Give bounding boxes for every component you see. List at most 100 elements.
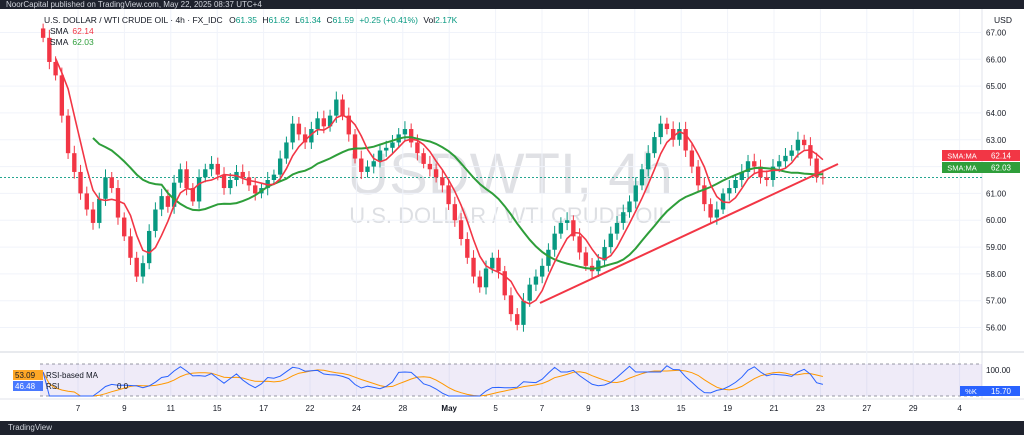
candle-body (277, 158, 283, 175)
candle-body (359, 158, 364, 172)
candle-body (371, 161, 376, 167)
candle-body (128, 236, 133, 258)
legend-title: U.S. DOLLAR / WTI CRUDE OIL · 4h · FX_ID… (44, 15, 223, 25)
rsi-zero-marks: 0 0 (117, 382, 129, 391)
footer-bar: TradingView (0, 421, 1024, 435)
candle-body (327, 115, 333, 127)
candle-body (508, 295, 514, 315)
candle-body (633, 185, 638, 202)
candle-body (471, 257, 476, 277)
rsi-k-badge-value: 15.70 (991, 387, 1012, 396)
candle-body (334, 99, 339, 116)
candle-body (714, 209, 720, 218)
candle-body (483, 268, 489, 288)
time-tick-label: 7 (540, 404, 545, 413)
rsi-label-2: RSI (46, 382, 59, 391)
candle-body (408, 129, 414, 143)
candle-body (527, 284, 532, 301)
price-tick-label: 65.00 (986, 82, 1007, 91)
candle-body (801, 139, 807, 146)
candle-body (452, 204, 458, 221)
time-tick-label: 5 (493, 404, 498, 413)
candle-body (621, 212, 626, 223)
rsi-level-100: 100.00 (986, 366, 1011, 375)
candle-body (97, 198, 102, 223)
candle-body (583, 252, 589, 266)
legend-close: 61.59 (333, 15, 355, 25)
time-tick-label: 27 (862, 404, 871, 413)
candle-body (346, 115, 351, 135)
candle-body (146, 230, 152, 264)
candle-body (40, 28, 46, 38)
candle-body (739, 171, 744, 180)
candle-body (702, 185, 707, 205)
candle-body (240, 171, 245, 178)
legend-high-label: H (262, 15, 268, 25)
candle-body (602, 247, 607, 261)
rsi-value-2: 46.48 (15, 382, 36, 391)
candle-body (627, 201, 632, 213)
candle-body (795, 139, 801, 151)
candle-body (808, 145, 813, 159)
candle-body (733, 180, 738, 189)
candle-body (490, 257, 495, 269)
candle-body (658, 123, 663, 138)
price-tick-label: 60.00 (986, 216, 1007, 225)
price-axis[interactable] (982, 9, 1024, 399)
candle-body (153, 209, 158, 231)
candle-body (446, 185, 451, 205)
candle-body (78, 171, 83, 194)
candle-body (677, 129, 682, 140)
rsi-band (40, 364, 982, 396)
candle-body (571, 220, 576, 237)
candle-body (415, 142, 420, 154)
currency-label: USD (994, 15, 1012, 25)
candle-body (165, 196, 171, 207)
candle-body (652, 137, 657, 154)
candle-body (427, 163, 433, 170)
candle-body (365, 166, 370, 172)
candle-body (558, 222, 564, 234)
legend-sma2-value: 62.03 (72, 37, 94, 47)
time-tick-label: 15 (677, 404, 686, 413)
sma-fast-badge-label: SMA:MA (947, 152, 977, 161)
candle-body (577, 236, 582, 253)
candle-body (321, 118, 327, 127)
candle-body (109, 177, 114, 189)
candle-body (134, 257, 139, 277)
candle-body (196, 177, 202, 202)
candle-body (440, 177, 445, 186)
price-tick-label: 56.00 (986, 324, 1007, 333)
rsi-value-1: 53.09 (15, 371, 36, 380)
time-tick-label: 7 (76, 404, 81, 413)
candle-body (533, 276, 539, 285)
price-tick-label: 64.00 (986, 109, 1007, 118)
time-tick-label: 28 (398, 404, 407, 413)
candle-body (140, 263, 146, 277)
candle-body (752, 161, 757, 167)
price-tick-label: 67.00 (986, 28, 1007, 37)
legend: U.S. DOLLAR / WTI CRUDE OIL · 4h · FX_ID… (44, 15, 458, 47)
price-chart[interactable]: USDWTI, 4h U.S. DOLLAR / WTI CRUDE OIL 5… (0, 9, 1024, 421)
price-tick-label: 63.00 (986, 136, 1007, 145)
candle-body (384, 147, 389, 151)
candle-body (502, 271, 507, 296)
chart-area[interactable]: USDWTI, 4h U.S. DOLLAR / WTI CRUDE OIL 5… (0, 9, 1024, 421)
price-tick-label: 66.00 (986, 55, 1007, 64)
candle-body (228, 180, 233, 189)
legend-low-label: L (295, 15, 300, 25)
time-tick-label: 23 (816, 404, 825, 413)
candle-body (390, 142, 395, 148)
rsi-legend: 53.09 RSI-based MA 46.48 RSI 0 0 (13, 370, 129, 391)
candle-body (90, 209, 96, 223)
price-axis-ticks: 56.0057.0058.0059.0060.0061.0062.0063.00… (0, 28, 1007, 333)
candle-body (708, 204, 713, 218)
candle-body (670, 129, 676, 140)
time-tick-label: 4 (957, 404, 962, 413)
candle-body (246, 177, 252, 186)
candle-body (184, 169, 189, 189)
ascending-trendline[interactable] (539, 163, 839, 304)
candle-body (614, 222, 620, 234)
rsi-label-1: RSI-based MA (46, 371, 99, 380)
candle-body (302, 134, 308, 143)
